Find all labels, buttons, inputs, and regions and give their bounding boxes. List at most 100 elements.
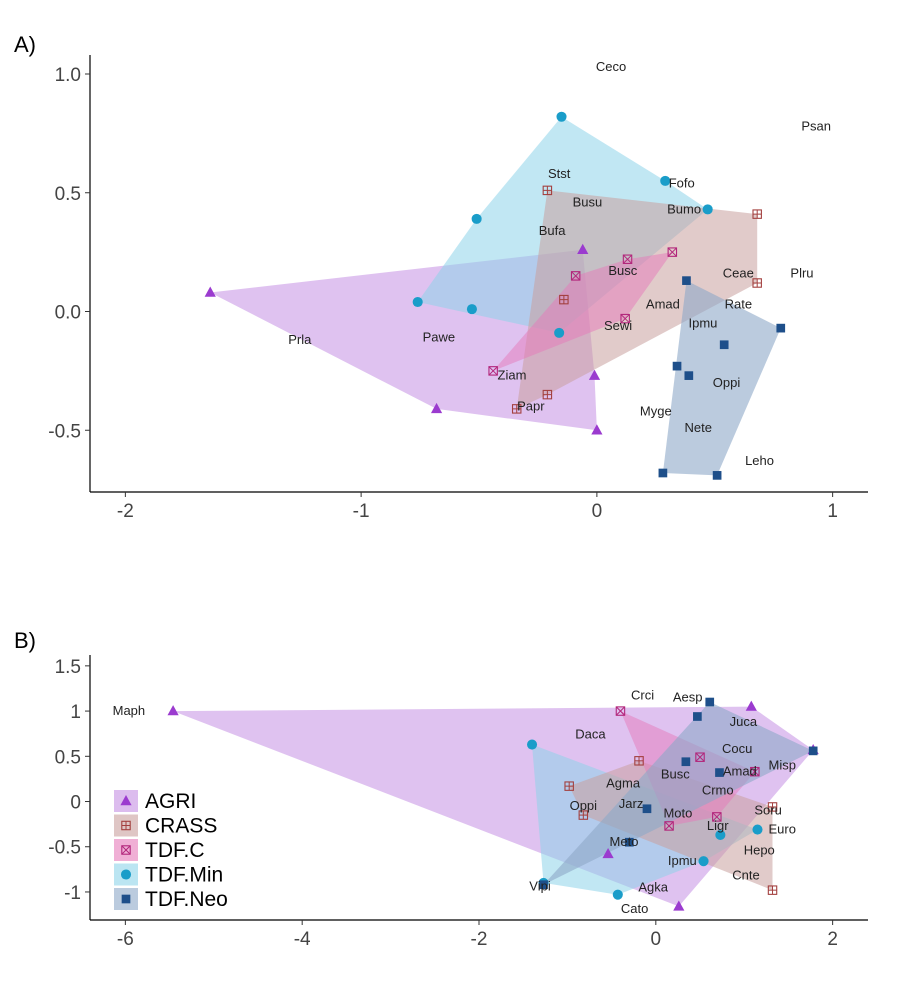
point-tdf-neo xyxy=(719,340,729,350)
point-tdf-min xyxy=(554,327,565,338)
label-fofo: Fofo xyxy=(669,175,695,190)
point-tdf-neo xyxy=(808,746,818,756)
point-tdf-c xyxy=(750,766,760,777)
label-busc: Busc xyxy=(608,263,637,278)
label-rate: Rate xyxy=(725,296,752,311)
label-maph: Maph xyxy=(113,703,146,718)
legend-marker-crass xyxy=(121,820,131,831)
label-crci: Crci xyxy=(631,688,654,703)
point-crass xyxy=(511,404,522,414)
label-leho: Leho xyxy=(745,453,774,468)
point-tdf-c xyxy=(712,812,722,822)
point-tdf-c xyxy=(622,254,633,265)
legend-marker-agri xyxy=(120,795,132,806)
point-tdf-min xyxy=(698,856,709,867)
hulls xyxy=(210,116,781,476)
y-tick-label: 0.5 xyxy=(55,184,81,205)
x-tick-label: -1 xyxy=(353,501,370,522)
label-bufa: Bufa xyxy=(539,223,567,238)
label-stst: Stst xyxy=(548,166,571,181)
y-tick-label: -0.5 xyxy=(48,838,81,859)
point-tdf-min xyxy=(412,296,423,308)
point-tdf-neo xyxy=(682,276,691,285)
points xyxy=(204,111,786,480)
legend-marker-tdf-min xyxy=(120,869,132,880)
panel-a-label: A) xyxy=(14,32,36,57)
legend-label: TDF.Min xyxy=(145,864,223,887)
point-agri xyxy=(204,286,216,297)
species-labels: Maph Crci Aesp Juca Daca Cocu Busc Amad Misp Agma… xyxy=(113,688,796,916)
label-agma: Agma xyxy=(606,775,641,790)
point-tdf-neo xyxy=(672,361,682,371)
label-moto: Moto xyxy=(663,805,692,820)
label-ceco: Ceco xyxy=(596,59,626,74)
label-misp: Misp xyxy=(769,757,796,772)
point-tdf-min xyxy=(752,824,763,835)
y-tick-label: -1 xyxy=(64,883,81,904)
point-tdf-min xyxy=(556,111,567,122)
y-tick-label: -0.5 xyxy=(48,421,81,442)
label-agka: Agka xyxy=(638,879,668,894)
x-tick-label: -2 xyxy=(471,929,488,950)
y-tick-label: 0.0 xyxy=(55,303,81,324)
point-tdf-min xyxy=(660,175,671,186)
label-oppi: Oppi xyxy=(570,798,598,813)
point-crass xyxy=(559,294,569,305)
label-soru: Soru xyxy=(754,803,781,818)
point-tdf-neo xyxy=(705,697,715,707)
label-busc: Busc xyxy=(661,766,690,781)
label-myge: Myge xyxy=(640,403,672,418)
y-tick-label: 0.5 xyxy=(55,747,81,768)
point-tdf-c xyxy=(488,366,498,376)
panel-b-plot: Maph Crci Aesp Juca Daca Cocu Busc Amad Misp Agma… xyxy=(48,655,868,950)
label-bumo: Bumo xyxy=(667,201,701,216)
label-cato: Cato xyxy=(621,901,648,916)
label-nete: Nete xyxy=(685,420,712,435)
label-crmo: Crmo xyxy=(702,783,734,798)
y-tick-label: 0 xyxy=(70,793,81,814)
legend-label: TDF.C xyxy=(145,839,205,862)
panel-a-plot: Ceco Psan Stst Fofo Busu Bumo Bufa Busc Ceae Plru… xyxy=(48,55,868,522)
x-tick-label: 0 xyxy=(651,929,662,950)
point-tdf-neo xyxy=(715,768,724,777)
point-tdf-neo xyxy=(642,804,652,814)
point-tdf-min xyxy=(466,304,477,315)
point-tdf-min xyxy=(527,739,538,750)
legend-marker-tdf-c xyxy=(121,845,131,855)
point-tdf-neo xyxy=(776,323,786,333)
legend-marker-tdf-neo xyxy=(121,894,131,904)
point-tdf-c xyxy=(615,706,626,716)
point-agri xyxy=(588,369,601,380)
legend-label: AGRI xyxy=(145,790,196,813)
legend-item-tdf-c: TDF.C xyxy=(114,839,205,862)
label-prla: Prla xyxy=(288,332,312,347)
point-tdf-min xyxy=(612,889,623,900)
x-tick-label: 1 xyxy=(827,501,838,522)
point-tdf-neo xyxy=(624,837,634,847)
label-meto: Meto xyxy=(610,834,639,849)
point-agri xyxy=(673,900,685,911)
label-ipmu: Ipmu xyxy=(668,853,697,868)
x-tick-label: -4 xyxy=(294,929,311,950)
label-amad: Amad xyxy=(723,764,757,779)
label-aesp: Aesp xyxy=(673,690,703,705)
panel-b-label: B) xyxy=(14,628,36,653)
point-tdf-neo xyxy=(712,471,722,480)
label-cnte: Cnte xyxy=(732,868,759,883)
legend-label: CRASS xyxy=(145,815,217,838)
point-tdf-neo xyxy=(684,371,694,380)
label-amad: Amad xyxy=(646,296,680,311)
point-agri xyxy=(745,700,757,711)
label-busu: Busu xyxy=(573,194,603,209)
point-tdf-neo xyxy=(693,712,702,721)
point-tdf-neo xyxy=(681,757,691,767)
point-tdf-c xyxy=(667,247,678,257)
legend-item-tdf-min: TDF.Min xyxy=(114,863,223,887)
label-juca: Juca xyxy=(730,714,758,729)
label-jarz: Jarz xyxy=(619,796,644,811)
point-agri xyxy=(591,424,603,435)
label-vipi: Vipi xyxy=(529,879,551,894)
x-tick-label: 0 xyxy=(592,501,603,522)
